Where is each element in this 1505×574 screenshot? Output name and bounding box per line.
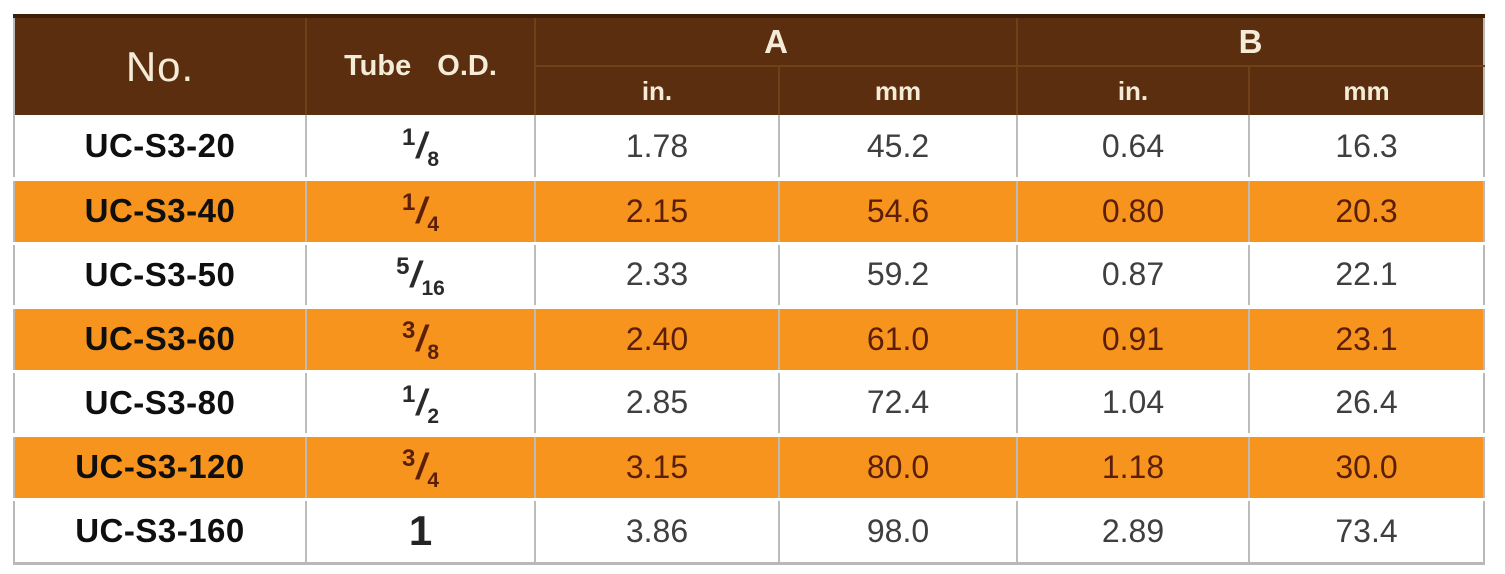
tube-od-value: 1 (305, 498, 535, 563)
model-number: UC-S3-60 (14, 305, 306, 373)
b-in-value: 2.89 (1016, 498, 1249, 563)
table-row: UC-S3-60 3/8 2.40 61.0 0.91 23.1 (14, 305, 1484, 373)
tube-od-value: 3/8 (305, 305, 535, 373)
table-row: UC-S3-50 5/16 2.33 59.2 0.87 22.1 (14, 242, 1484, 307)
column-group-b: B (1016, 14, 1484, 66)
b-mm-value: 26.4 (1248, 370, 1484, 435)
table-row: UC-S3-80 1/2 2.85 72.4 1.04 26.4 (14, 370, 1484, 435)
table-row: UC-S3-160 1 3.86 98.0 2.89 73.4 (14, 498, 1484, 563)
column-header-b-in: in. (1016, 65, 1249, 115)
tube-od-value: 3/4 (305, 433, 535, 501)
table-row: UC-S3-40 1/4 2.15 54.6 0.80 20.3 (14, 177, 1484, 245)
column-header-b-mm: mm (1248, 65, 1484, 115)
tube-od-fraction: 1/4 (401, 189, 440, 237)
tube-od-whole: 1 (408, 507, 433, 554)
tube-od-fraction: 1/2 (401, 380, 440, 428)
a-in-value: 2.40 (534, 305, 779, 373)
a-mm-value: 98.0 (778, 498, 1017, 563)
b-in-value: 0.91 (1016, 305, 1249, 373)
b-in-value: 0.64 (1016, 115, 1249, 179)
b-mm-value: 30.0 (1248, 433, 1484, 501)
tube-od-fraction: 3/8 (401, 317, 440, 365)
model-number: UC-S3-40 (14, 177, 306, 245)
table-body: UC-S3-20 1/8 1.78 45.2 0.64 16.3 UC-S3-40 1/4 2.… (14, 115, 1484, 563)
a-in-value: 3.15 (534, 433, 779, 501)
a-in-value: 2.33 (534, 242, 779, 307)
model-number: UC-S3-80 (14, 370, 306, 435)
a-in-value: 1.78 (534, 115, 779, 179)
column-header-no: No. (14, 14, 306, 115)
table-row: UC-S3-120 3/4 3.15 80.0 1.18 30.0 (14, 433, 1484, 501)
a-mm-value: 59.2 (778, 242, 1017, 307)
a-in-value: 3.86 (534, 498, 779, 563)
dimensions-table: No. Tube O.D. A B in. mm in. mm UC-S3-20… (13, 14, 1485, 565)
tube-od-value: 1/8 (305, 115, 535, 179)
tube-od-fraction: 5/16 (396, 252, 445, 300)
model-number: UC-S3-160 (14, 498, 306, 563)
column-header-tube-od: Tube O.D. (305, 14, 535, 115)
b-in-value: 1.18 (1016, 433, 1249, 501)
b-mm-value: 23.1 (1248, 305, 1484, 373)
header-units-row: in. mm in. mm (14, 65, 1484, 115)
a-in-value: 2.15 (534, 177, 779, 245)
b-mm-value: 22.1 (1248, 242, 1484, 307)
b-mm-value: 73.4 (1248, 498, 1484, 563)
tube-od-fraction: 1/8 (401, 124, 440, 171)
header-group-row: No. Tube O.D. A B (14, 14, 1484, 115)
b-in-value: 0.87 (1016, 242, 1249, 307)
a-mm-value: 61.0 (778, 305, 1017, 373)
table-header: No. Tube O.D. A B in. mm in. mm (14, 14, 1484, 115)
a-in-value: 2.85 (534, 370, 779, 435)
a-mm-value: 45.2 (778, 115, 1017, 179)
model-number: UC-S3-20 (14, 115, 306, 179)
table-row: UC-S3-20 1/8 1.78 45.2 0.64 16.3 (14, 115, 1484, 179)
a-mm-value: 80.0 (778, 433, 1017, 501)
model-number: UC-S3-50 (14, 242, 306, 307)
b-mm-value: 20.3 (1248, 177, 1484, 245)
tube-od-value: 5/16 (305, 242, 535, 307)
b-mm-value: 16.3 (1248, 115, 1484, 179)
column-header-a-mm: mm (778, 65, 1017, 115)
b-in-value: 1.04 (1016, 370, 1249, 435)
column-header-a-in: in. (534, 65, 779, 115)
a-mm-value: 72.4 (778, 370, 1017, 435)
model-number: UC-S3-120 (14, 433, 306, 501)
tube-od-fraction: 3/4 (401, 445, 440, 493)
tube-od-value: 1/2 (305, 370, 535, 435)
b-in-value: 0.80 (1016, 177, 1249, 245)
column-group-a: A (534, 14, 1017, 66)
a-mm-value: 54.6 (778, 177, 1017, 245)
tube-od-value: 1/4 (305, 177, 535, 245)
